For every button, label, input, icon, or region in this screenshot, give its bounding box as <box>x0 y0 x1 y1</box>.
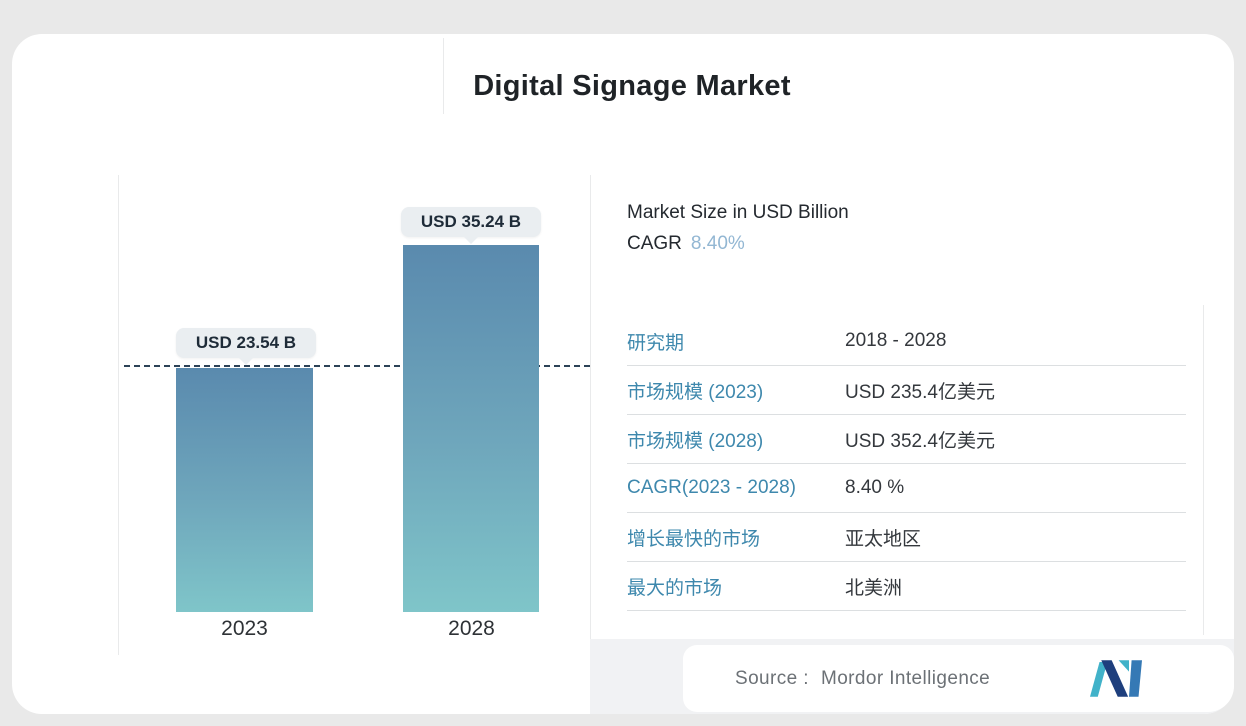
cagr-value: 8.40% <box>690 233 745 254</box>
info-right-border <box>1203 305 1204 635</box>
infographic-card: Digital Signage Market USD 23.54 B USD 3… <box>12 34 1234 714</box>
chart-info-divider <box>590 175 591 655</box>
row-value: 亚太地区 <box>845 528 922 550</box>
row-label: CAGR(2023 - 2028) <box>627 477 796 498</box>
row-value: USD 352.4亿美元 <box>845 430 995 452</box>
x-axis-label-2023: 2023 <box>221 617 268 640</box>
info-panel-header: Market Size in USD Billion CAGR 8.40% <box>627 202 849 255</box>
row-value: 2018 - 2028 <box>845 330 947 351</box>
source-bar: Source : Mordor Intelligence <box>683 645 1234 712</box>
market-size-label: Market Size in USD Billion <box>627 202 849 223</box>
cagr-label: CAGR <box>627 233 682 254</box>
table-row: 市场规模 (2028) USD 352.4亿美元 <box>627 415 1186 464</box>
data-label-2028: USD 35.24 B <box>401 207 541 244</box>
x-axis-label-2028: 2028 <box>448 617 495 640</box>
data-label-2023: USD 23.54 B <box>176 328 316 365</box>
facts-table: 研究期 2018 - 2028 市场规模 (2023) USD 235.4亿美元… <box>627 317 1186 611</box>
table-row: 最大的市场 北美洲 <box>627 562 1186 611</box>
row-value: USD 235.4亿美元 <box>845 381 995 403</box>
table-row: 研究期 2018 - 2028 <box>627 317 1186 366</box>
page-title: Digital Signage Market <box>473 70 791 102</box>
row-label: 市场规模 (2023) <box>627 381 764 403</box>
bar-2028 <box>403 245 539 612</box>
table-row: 市场规模 (2023) USD 235.4亿美元 <box>627 366 1186 415</box>
row-label: 研究期 <box>627 332 685 354</box>
row-label: 市场规模 (2028) <box>627 430 764 452</box>
source-name: Mordor Intelligence <box>820 667 991 689</box>
table-row: 增长最快的市场 亚太地区 <box>627 513 1186 562</box>
source-text: Source : Mordor Intelligence <box>735 668 990 690</box>
table-row: CAGR(2023 - 2028) 8.40 % <box>627 464 1186 513</box>
row-label: 增长最快的市场 <box>627 528 761 550</box>
source-prefix: Source : <box>735 667 809 689</box>
title-divider-line <box>443 38 444 114</box>
mordor-intelligence-logo-icon <box>1090 660 1142 697</box>
row-value: 8.40 % <box>845 477 905 498</box>
cagr-line: CAGR 8.40% <box>627 233 849 255</box>
bar-2023 <box>176 368 313 612</box>
chart-left-border <box>118 175 119 655</box>
reference-dashed-line <box>124 365 590 367</box>
row-label: 最大的市场 <box>627 577 723 599</box>
row-value: 北美洲 <box>845 577 903 599</box>
